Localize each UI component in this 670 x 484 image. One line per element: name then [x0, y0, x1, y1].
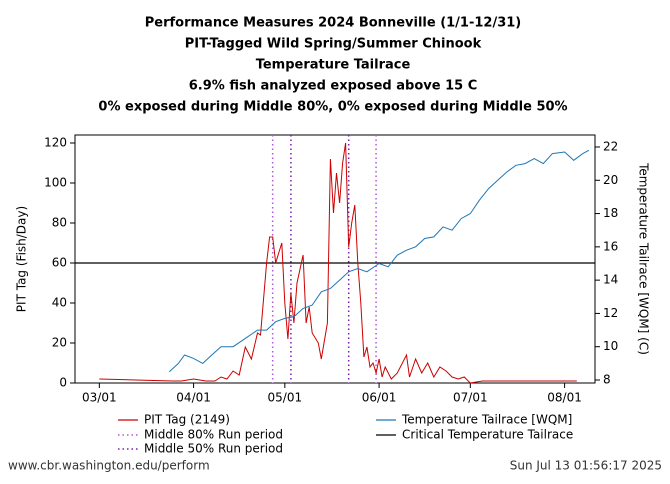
y2-tick-label: 16: [603, 239, 618, 253]
y-tick-label: 80: [52, 216, 67, 230]
legend-label: PIT Tag (2149): [144, 413, 230, 427]
x-tick-label: 04/01: [176, 391, 211, 405]
y-tick-label: 120: [44, 136, 67, 150]
series-line: [99, 142, 577, 384]
x-tick-label: 06/01: [362, 391, 397, 405]
chart-title: PIT-Tagged Wild Spring/Summer Chinook: [185, 37, 482, 52]
timestamp: Sun Jul 13 01:56:17 2025: [510, 459, 662, 473]
y2-axis-label: Temperature Tailrace [WQM] (C): [637, 162, 651, 355]
legend-label: Critical Temperature Tailrace: [402, 428, 573, 442]
y2-tick-label: 20: [603, 173, 618, 187]
y-axis-label: PIT Tag (Fish/Day): [15, 206, 29, 312]
y2-tick-label: 18: [603, 206, 618, 220]
x-tick-label: 05/01: [268, 391, 303, 405]
chart-title: 6.9% fish analyzed exposed above 15 C: [189, 79, 478, 94]
legend-label: Middle 50% Run period: [144, 442, 283, 456]
legend-label: Temperature Tailrace [WQM]: [401, 413, 572, 427]
y-tick-label: 100: [44, 176, 67, 190]
y2-tick-label: 22: [603, 139, 618, 153]
x-tick-label: 08/01: [547, 391, 582, 405]
y-tick-label: 60: [52, 256, 67, 270]
y2-tick-label: 12: [603, 306, 618, 320]
legend-label: Middle 80% Run period: [144, 428, 283, 442]
series-line: [168, 149, 590, 373]
chart-title: 0% exposed during Middle 80%, 0% exposed…: [98, 100, 567, 115]
y2-tick-label: 10: [603, 339, 618, 353]
y2-tick-label: 8: [603, 373, 611, 387]
y2-tick-label: 14: [603, 273, 618, 287]
x-tick-label: 07/01: [453, 391, 488, 405]
y-tick-label: 40: [52, 296, 67, 310]
x-tick-label: 03/01: [82, 391, 117, 405]
y-tick-label: 20: [52, 336, 67, 350]
chart-title: Temperature Tailrace: [256, 58, 411, 73]
plot-frame: [74, 134, 596, 384]
chart-title: Performance Measures 2024 Bonneville (1/…: [145, 16, 522, 31]
source: www.cbr.washington.edu/perform: [8, 459, 210, 473]
y-tick-label: 0: [59, 376, 67, 390]
